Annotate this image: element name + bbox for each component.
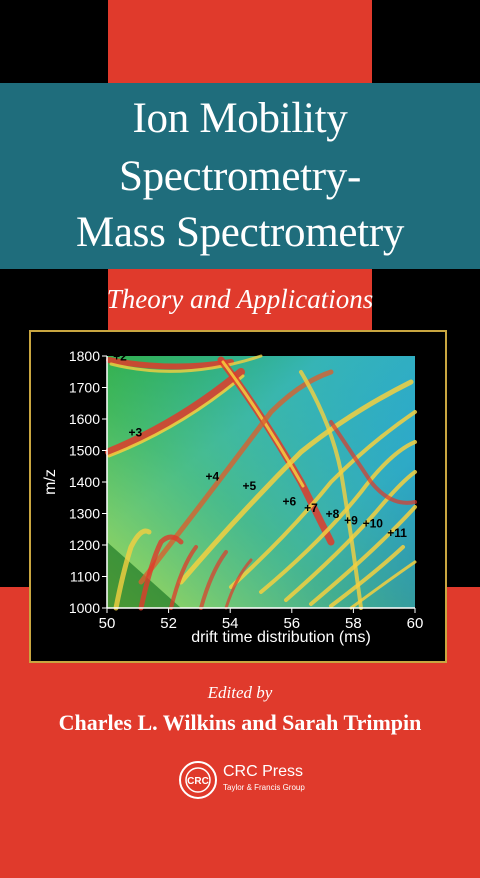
x-tick-label: 56	[283, 615, 300, 632]
charge-state-label: +4	[206, 469, 220, 483]
charge-state-label: +8	[326, 507, 340, 521]
x-tick-label: 60	[407, 615, 424, 632]
y-tick-label: 1100	[70, 569, 100, 585]
y-tick-label: 1200	[69, 537, 100, 553]
subtitle: Theory and Applications	[106, 284, 374, 314]
x-axis-label: drift time distribution (ms)	[191, 629, 371, 646]
edited-by-label: Edited by	[207, 683, 273, 702]
title-line-1: Ion Mobility	[132, 95, 348, 142]
publisher-block: CRC CRC Press Taylor & Francis Group	[178, 760, 338, 804]
charge-state-label: +11	[387, 526, 407, 540]
heatmap-plot: 50 52 54 56 58 60 1000 1100 1200 1300 1400 1500 160…	[42, 348, 424, 646]
crc-logo-text: CRC	[187, 776, 209, 787]
title-line-2: Spectrometry-	[118, 153, 362, 200]
x-tick-label: 58	[345, 615, 362, 632]
y-tick-labels: 1000 1100 1200 1300 1400 1500 1600 1700 1800	[69, 348, 107, 616]
x-tick-label: 54	[222, 615, 239, 632]
plot-area	[105, 354, 417, 611]
x-tick-labels: 50 52 54 56 58 60	[99, 608, 424, 632]
charge-state-label: +7	[304, 501, 318, 515]
charge-state-label: +9	[344, 514, 358, 528]
title-line-3: Mass Spectrometry	[75, 209, 405, 256]
x-tick-label: 52	[160, 615, 177, 632]
y-tick-label: 1400	[69, 474, 100, 490]
charge-state-label: +3	[129, 425, 143, 439]
charge-state-label: +5	[243, 479, 257, 493]
crc-logo-icon: CRC	[179, 761, 217, 799]
y-axis-label: m/z	[42, 469, 59, 495]
middle-red-stripe	[108, 269, 372, 339]
y-tick-label: 1000	[69, 600, 100, 616]
publisher-group: Taylor & Francis Group	[223, 783, 305, 792]
cover-figure: 50 52 54 56 58 60 1000 1100 1200 1300 1400 1500 160…	[29, 330, 447, 663]
publisher-name: CRC Press	[223, 763, 304, 780]
top-red-stripe	[108, 0, 372, 83]
charge-state-labels: +2 +3 +4 +5 +6 +7 +8 +9 +10+11	[113, 350, 407, 540]
title-band	[0, 83, 480, 269]
charge-state-label: +6	[283, 495, 297, 509]
y-tick-label: 1800	[69, 348, 100, 364]
x-tick-label: 50	[99, 615, 116, 632]
charge-state-label: +2	[113, 350, 127, 364]
charge-state-label: +10	[363, 517, 384, 531]
y-tick-label: 1700	[69, 380, 100, 396]
y-tick-label: 1500	[69, 443, 100, 459]
editors-names: Charles L. Wilkins and Sarah Trimpin	[58, 710, 422, 735]
y-tick-label: 1300	[69, 506, 100, 522]
y-tick-label: 1600	[69, 411, 100, 427]
